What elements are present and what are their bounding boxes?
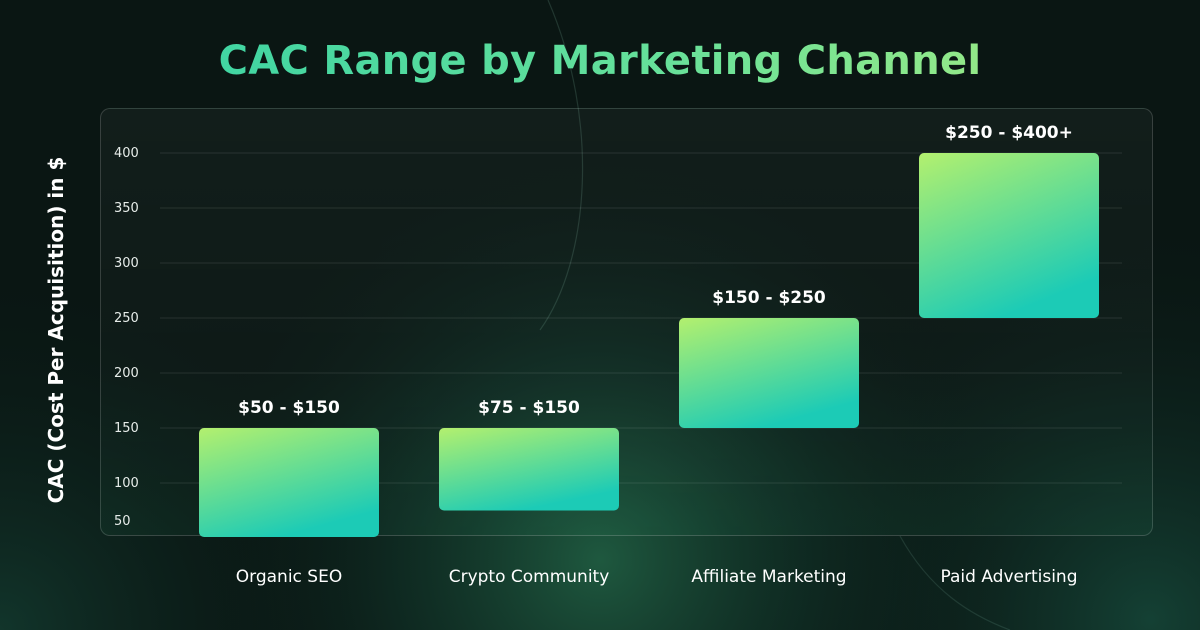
bar-affiliate-marketing — [679, 318, 859, 428]
bar-paid-advertising — [919, 153, 1099, 318]
bar-crypto-community — [439, 428, 619, 511]
x-tick-label: Crypto Community — [449, 567, 610, 587]
y-tick-label: 350 — [114, 201, 139, 216]
data-label: $50 - $150 — [238, 398, 340, 418]
y-tick-label: 100 — [114, 476, 139, 491]
y-tick-label: 150 — [114, 421, 139, 436]
x-tick-label: Paid Advertising — [941, 567, 1078, 587]
y-tick-label: 300 — [114, 256, 139, 271]
y-tick-label: 50 — [114, 514, 131, 529]
x-tick-label: Organic SEO — [236, 567, 342, 587]
bar-organic-seo — [199, 428, 379, 537]
chart-title: CAC Range by Marketing Channel — [0, 38, 1200, 84]
data-label: $150 - $250 — [712, 288, 826, 308]
y-tick-label: 200 — [114, 366, 139, 381]
data-label: $75 - $150 — [478, 398, 580, 418]
data-label: $250 - $400+ — [945, 123, 1073, 143]
y-tick-label: 250 — [114, 311, 139, 326]
x-tick-label: Affiliate Marketing — [691, 567, 846, 587]
y-tick-label: 400 — [114, 146, 139, 161]
